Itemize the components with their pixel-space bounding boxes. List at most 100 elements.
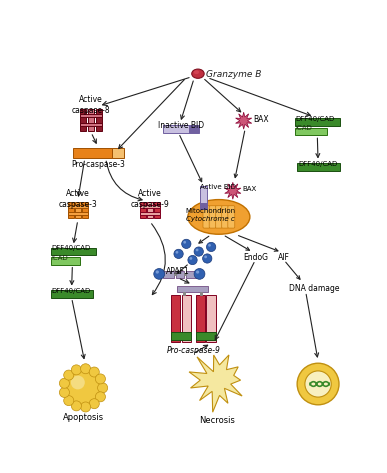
Circle shape (154, 269, 164, 279)
Bar (140, 212, 160, 215)
FancyBboxPatch shape (216, 206, 223, 228)
Circle shape (174, 249, 183, 259)
Circle shape (196, 271, 199, 273)
Bar (295, 128, 327, 135)
Ellipse shape (194, 70, 199, 74)
Circle shape (59, 387, 70, 397)
Bar (51, 257, 80, 265)
Circle shape (156, 271, 159, 273)
Bar (154, 201, 160, 219)
Text: Active
caspase-8: Active caspase-8 (72, 95, 110, 114)
Bar (195, 333, 216, 340)
Text: Active
caspase-3: Active caspase-3 (58, 189, 97, 209)
Bar (171, 295, 180, 342)
Circle shape (196, 249, 199, 251)
Bar (96, 109, 102, 131)
FancyBboxPatch shape (209, 206, 216, 228)
Circle shape (208, 244, 211, 247)
Text: APAF1: APAF1 (166, 267, 190, 276)
Circle shape (71, 376, 85, 389)
Circle shape (95, 374, 105, 384)
Bar (177, 286, 208, 292)
Bar (184, 273, 186, 275)
Text: BAX: BAX (254, 114, 269, 123)
Bar (68, 212, 88, 215)
Bar (207, 295, 216, 342)
Bar (51, 290, 93, 298)
Text: Pro-caspase-9: Pro-caspase-9 (166, 345, 220, 354)
Ellipse shape (192, 69, 204, 79)
Bar (163, 271, 174, 278)
Text: Necrosis: Necrosis (199, 416, 235, 425)
Bar (80, 109, 86, 131)
Circle shape (64, 368, 103, 407)
Circle shape (204, 255, 207, 258)
Text: DFF40/CAD: DFF40/CAD (51, 245, 91, 252)
Circle shape (80, 364, 91, 374)
Circle shape (183, 241, 186, 244)
Circle shape (71, 401, 81, 411)
Bar (297, 163, 340, 171)
Text: ICAD: ICAD (51, 255, 68, 261)
Bar (140, 201, 146, 219)
Circle shape (207, 242, 216, 252)
Circle shape (59, 378, 70, 388)
Bar (80, 123, 102, 126)
Bar (171, 333, 191, 340)
Circle shape (95, 392, 105, 402)
Circle shape (194, 247, 204, 256)
Bar (112, 148, 123, 158)
Circle shape (203, 254, 212, 263)
FancyBboxPatch shape (222, 206, 229, 228)
Bar (183, 292, 185, 295)
Circle shape (188, 255, 197, 265)
Bar (73, 148, 112, 158)
Circle shape (182, 239, 191, 248)
FancyBboxPatch shape (228, 206, 235, 228)
Polygon shape (225, 182, 241, 199)
Text: DFF40/CAD: DFF40/CAD (296, 116, 335, 122)
Bar (295, 118, 340, 126)
Bar (200, 292, 202, 295)
Circle shape (98, 383, 108, 393)
Circle shape (71, 365, 81, 375)
FancyBboxPatch shape (203, 206, 210, 228)
Bar (82, 201, 88, 219)
Text: Active BID: Active BID (200, 184, 235, 190)
Text: AIF: AIF (278, 253, 289, 262)
Ellipse shape (188, 200, 250, 234)
Bar (176, 271, 184, 278)
Bar (186, 271, 197, 278)
Text: Pro-caspase-3: Pro-caspase-3 (72, 160, 125, 169)
Bar (147, 201, 153, 219)
Bar (80, 114, 102, 117)
Bar (174, 273, 176, 275)
Bar (51, 248, 96, 255)
Text: Mitochondrion: Mitochondrion (185, 208, 236, 214)
Circle shape (297, 363, 339, 405)
Circle shape (194, 269, 205, 279)
Text: Granzyme B: Granzyme B (207, 70, 262, 79)
Text: ICAD: ICAD (296, 125, 312, 131)
Bar (88, 109, 94, 131)
Text: DFF40/CAD: DFF40/CAD (51, 288, 91, 294)
Bar (163, 124, 188, 133)
Text: EndoG: EndoG (244, 253, 269, 262)
Circle shape (89, 367, 99, 377)
Circle shape (190, 257, 192, 260)
Bar (68, 205, 88, 209)
Circle shape (305, 371, 331, 397)
Bar (188, 124, 199, 133)
Text: DFF40/CAD: DFF40/CAD (298, 161, 337, 166)
Bar (195, 295, 205, 342)
Circle shape (176, 251, 178, 254)
Bar (182, 295, 191, 342)
Circle shape (64, 370, 74, 380)
Bar (200, 186, 207, 209)
Circle shape (64, 395, 74, 406)
Text: Apoptosis: Apoptosis (63, 413, 104, 422)
Polygon shape (236, 112, 252, 129)
Text: Cytochrome c: Cytochrome c (185, 215, 234, 221)
Bar (140, 205, 160, 209)
Polygon shape (189, 355, 242, 412)
